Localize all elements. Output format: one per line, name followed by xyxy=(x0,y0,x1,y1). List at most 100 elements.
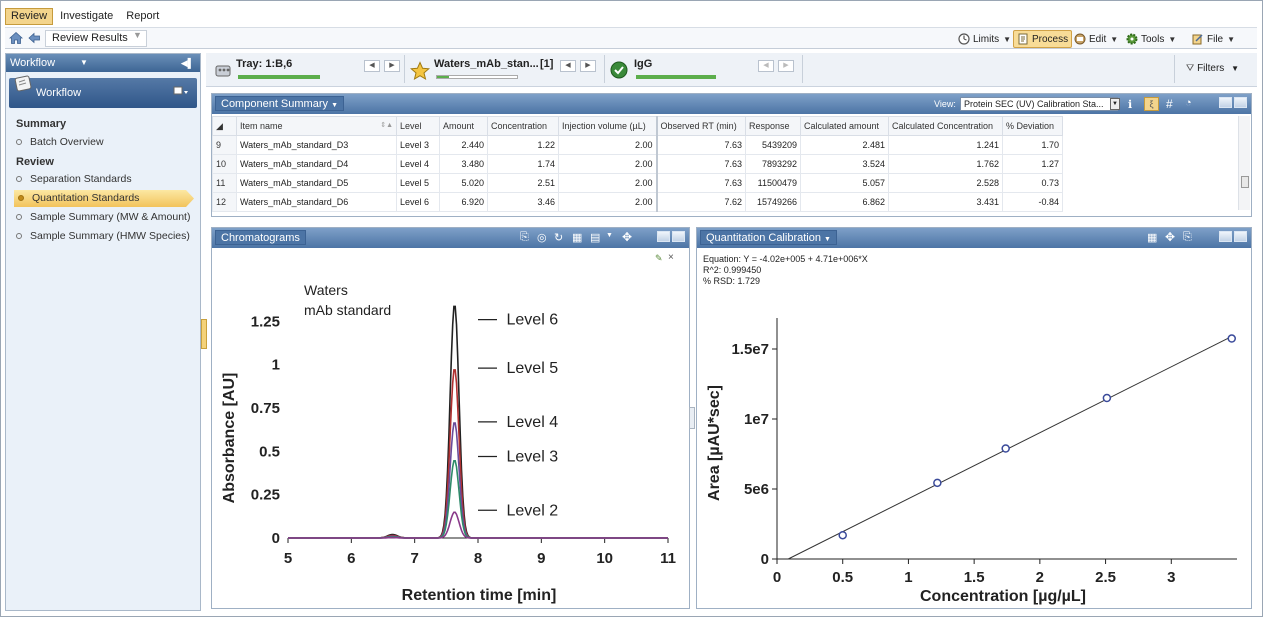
column-header[interactable]: Calculated amount xyxy=(800,116,889,136)
table-icon[interactable]: ▦ xyxy=(1147,232,1158,244)
column-header[interactable]: Level xyxy=(396,116,440,136)
edit-button[interactable]: Edit ▼ xyxy=(1071,30,1121,48)
table-row[interactable]: 12 Waters_mAb_standard_D6 Level 6 6.920 … xyxy=(212,192,1063,212)
close-icon[interactable]: × xyxy=(668,252,674,263)
dropdown-arrow-icon[interactable]: ▼ xyxy=(1110,98,1120,110)
file-button[interactable]: File ▼ xyxy=(1189,30,1238,48)
table-row[interactable]: 9 Waters_mAb_standard_D3 Level 3 2.440 1… xyxy=(212,135,1063,155)
highlight-toggle-icon[interactable]: ξ xyxy=(1144,97,1159,111)
column-header[interactable]: Amount xyxy=(439,116,488,136)
divider xyxy=(802,55,803,83)
column-header[interactable]: Item name ⇕▲ xyxy=(236,116,397,136)
info-icon[interactable]: ℹ xyxy=(1128,99,1133,111)
tray-progress-bar xyxy=(238,75,320,79)
panel-menu-icon[interactable] xyxy=(173,86,189,98)
settings-icon[interactable]: ◔ xyxy=(1185,97,1192,109)
sample-label: Waters_mAb_stan... xyxy=(434,58,539,70)
overlay-icon[interactable]: ◎ xyxy=(537,232,547,244)
table-row[interactable]: 11 Waters_mAb_standard_D5 Level 5 5.020 … xyxy=(212,173,1063,193)
calibration-point xyxy=(1102,393,1112,403)
workflow-item-quantitation-standards[interactable]: Quantitation Standards xyxy=(14,190,194,207)
cell-observed-rt: 7.63 xyxy=(655,135,746,155)
minimize-icon[interactable] xyxy=(657,231,670,242)
y-tick-label: 1e7 xyxy=(744,411,769,428)
column-header[interactable]: % Deviation xyxy=(1002,116,1063,136)
cell-amount: 6.920 xyxy=(439,192,488,212)
minimize-icon[interactable] xyxy=(1219,97,1232,108)
breadcrumb[interactable]: Review Results xyxy=(45,30,147,47)
x-tick-label: 5 xyxy=(284,550,292,567)
limits-button[interactable]: Limits ▼ xyxy=(955,30,1014,48)
table-row[interactable]: 10 Waters_mAb_standard_D4 Level 4 3.480 … xyxy=(212,154,1063,174)
export-icon[interactable]: ⎘ xyxy=(1183,231,1192,243)
workflow-item-sample-summary-mw[interactable]: Sample Summary (MW & Amount) xyxy=(16,209,190,226)
radio-dot-icon xyxy=(16,214,22,221)
row-index: 10 xyxy=(212,154,237,174)
column-header[interactable]: Injection volume (µL) xyxy=(558,116,657,136)
column-header[interactable]: Concentration xyxy=(487,116,559,136)
column-header[interactable]: Response xyxy=(745,116,801,136)
sidebar-splitter[interactable] xyxy=(201,319,207,349)
table-scrollbar[interactable] xyxy=(1238,116,1250,210)
export-icon[interactable]: ⎘ xyxy=(520,231,529,243)
home-icon[interactable] xyxy=(9,31,23,45)
workflow-item-sample-summary-hmw[interactable]: Sample Summary (HMW Species) xyxy=(16,228,190,245)
tab-report[interactable]: Report xyxy=(126,9,160,22)
tray-selector[interactable]: Tray: 1:B,6 ◀ ▶ xyxy=(210,55,406,85)
workflow-icon xyxy=(14,75,32,92)
back-arrow-icon[interactable] xyxy=(27,31,41,45)
scrollbar-thumb[interactable] xyxy=(1241,176,1249,188)
table-icon[interactable]: ▦ xyxy=(572,232,583,244)
column-header[interactable]: Calculated Concentration xyxy=(888,116,1003,136)
component-summary-title[interactable]: Component Summary ▼ xyxy=(215,96,344,111)
process-icon xyxy=(1018,33,1028,45)
tools-button[interactable]: Tools ▼ xyxy=(1123,30,1179,48)
pan-icon[interactable]: ✥ xyxy=(622,230,633,244)
chromatogram-trace-level-2 xyxy=(288,511,668,539)
next-icon[interactable]: ▶ xyxy=(580,60,596,72)
workflow-item-batch-overview[interactable]: Batch Overview xyxy=(16,134,104,151)
cell-injection-volume: 2.00 xyxy=(558,135,657,155)
level-label: Level 5 xyxy=(507,360,559,377)
row-index: 9 xyxy=(212,135,237,155)
pan-icon[interactable]: ✥ xyxy=(1165,230,1176,244)
cell-item-name: Waters_mAb_standard_D4 xyxy=(236,154,397,174)
level-label: Level 3 xyxy=(507,449,559,466)
column-header[interactable]: Observed RT (min) xyxy=(655,116,746,136)
radio-dot-icon xyxy=(18,195,24,202)
chevron-down-icon[interactable]: ▼ xyxy=(80,58,88,67)
filters-button[interactable]: ⛛ Filters ▼ xyxy=(1186,63,1239,74)
maximize-icon[interactable] xyxy=(672,231,685,242)
component-selector[interactable]: IgG ◀ ▶ xyxy=(608,55,802,85)
calibration-title[interactable]: Quantitation Calibration ▼ xyxy=(700,230,837,245)
x-tick-label: 6 xyxy=(347,550,355,567)
workflow-header[interactable]: Workflow ▼ ◀▌ xyxy=(6,54,200,72)
chromatograms-title: Chromatograms xyxy=(215,230,306,245)
breadcrumb-dropdown-icon[interactable]: ▼ xyxy=(133,30,142,40)
tab-investigate[interactable]: Investigate xyxy=(60,9,114,22)
print-icon[interactable]: ▤ xyxy=(590,232,601,244)
previous-icon[interactable]: ◀ xyxy=(364,60,380,72)
collapse-icon[interactable]: ◀▌ xyxy=(180,58,194,68)
view-select[interactable]: Protein SEC (UV) Calibration Sta... xyxy=(960,97,1118,111)
y-tick-label: 5e6 xyxy=(744,481,769,498)
previous-icon[interactable]: ◀ xyxy=(758,60,774,72)
grid-icon[interactable]: # xyxy=(1166,97,1173,111)
previous-icon[interactable]: ◀ xyxy=(560,60,576,72)
maximize-icon[interactable] xyxy=(1234,97,1247,108)
chevron-down-icon[interactable]: ▼ xyxy=(606,232,613,239)
corner-cell: ◢ xyxy=(212,116,237,136)
minimize-icon[interactable] xyxy=(1219,231,1232,242)
sample-selector[interactable]: Waters_mAb_stan... [1] ◀ ▶ xyxy=(408,55,604,85)
pin-icon[interactable]: ✎ xyxy=(655,253,663,263)
workflow-item-separation-standards[interactable]: Separation Standards xyxy=(16,171,132,188)
next-icon[interactable]: ▶ xyxy=(384,60,400,72)
cell-deviation: 1.70 xyxy=(1002,135,1063,155)
next-icon[interactable]: ▶ xyxy=(778,60,794,72)
tab-review[interactable]: Review xyxy=(5,7,54,25)
maximize-icon[interactable] xyxy=(1234,231,1247,242)
chart-splitter[interactable] xyxy=(689,407,695,429)
process-button[interactable]: Process xyxy=(1013,30,1073,48)
refresh-icon[interactable]: ↻ xyxy=(554,232,564,244)
edit-icon xyxy=(1074,33,1086,45)
